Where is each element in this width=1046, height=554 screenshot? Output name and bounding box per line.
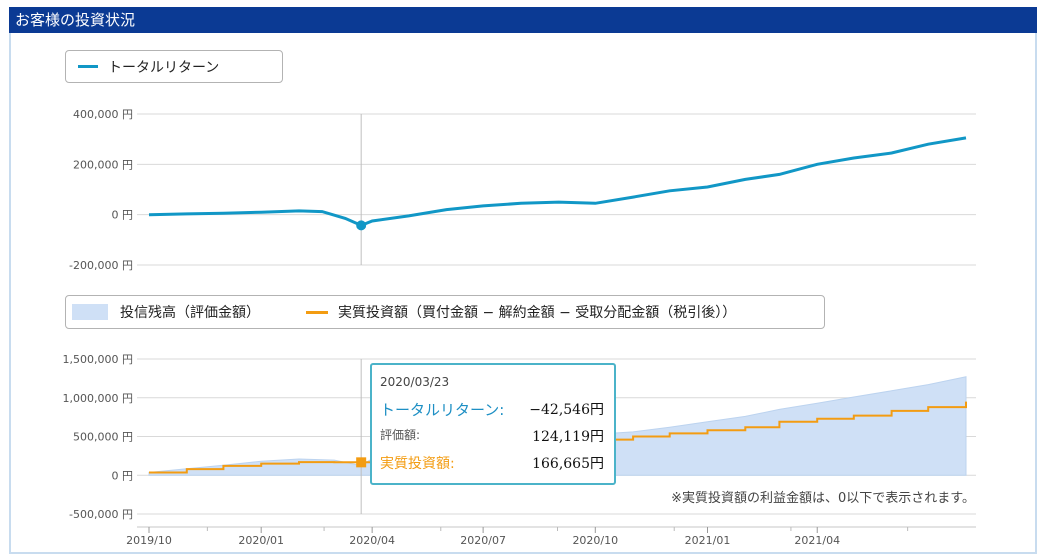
y-tick-label: 1,000,000 円 [63, 392, 133, 405]
tooltip-total-return-row: トータルリターン: −42,546円 [380, 399, 604, 419]
x-tick-label: 2020/07 [460, 534, 506, 547]
balance-legend[interactable]: 投信残高（評価金額） 実質投資額（買付金額 − 解約金額 − 受取分配金額（税引… [65, 295, 825, 329]
total-return-legend-label: トータルリターン [108, 59, 220, 76]
y-tick-label: 500,000 円 [73, 431, 133, 444]
chart-panel: トータルリターン 投信残高（評価金額） 実質投資額（買付金額 − 解約金額 − … [9, 33, 1037, 554]
tooltip-valuation-value: 124,119円 [532, 429, 604, 445]
x-tick-label: 2021/04 [794, 534, 840, 547]
chart-tooltip: 2020/03/23 トータルリターン: −42,546円 評価額: 124,1… [370, 363, 616, 485]
charts-svg: 400,000 円 200,000 円 0 円 -200,000 円 1,500,000… [63, 108, 976, 547]
y-tick-label: -200,000 円 [69, 259, 133, 272]
tooltip-valuation-row: 評価額: 124,119円 [380, 426, 604, 446]
x-tick-label: 2020/04 [349, 534, 395, 547]
x-tick-label: 2020/01 [238, 534, 284, 547]
balance-legend-label: 投信残高（評価金額） [120, 305, 260, 321]
balance-area-swatch [72, 304, 108, 320]
x-tick-label: 2019/10 [126, 534, 172, 547]
tooltip-total-return-value: −42,546円 [529, 402, 604, 418]
total-return-line [148, 136, 967, 228]
x-tick-label: 2020/10 [572, 534, 618, 547]
total-return-legend[interactable]: トータルリターン [65, 50, 283, 83]
invested-marker [356, 457, 367, 468]
y-tick-label: 400,000 円 [73, 108, 133, 121]
tooltip-total-return-label: トータルリターン: [380, 401, 505, 419]
tooltip-invested-value: 166,665円 [532, 456, 604, 472]
y-tick-label: 0 円 [112, 209, 134, 222]
y-tick-label: -500,000 円 [69, 508, 133, 521]
invested-line-swatch [306, 310, 328, 314]
page-header: お客様の投資状況 [9, 7, 1037, 33]
tooltip-valuation-label: 評価額: [380, 428, 421, 442]
x-tick-label: 2021/01 [685, 534, 731, 547]
tooltip-date: 2020/03/23 [380, 375, 450, 389]
total-return-swatch [78, 65, 98, 68]
invested-legend-label: 実質投資額（買付金額 − 解約金額 − 受取分配金額（税引後）） [338, 305, 737, 321]
footnote: ※実質投資額の利益金額は、0以下で表示されます。 [671, 491, 975, 506]
total-return-marker [356, 220, 367, 231]
tooltip-invested-row: 実質投資額: 166,665円 [380, 453, 604, 473]
y-tick-label: 200,000 円 [73, 158, 133, 171]
tooltip-invested-label: 実質投資額: [380, 456, 455, 472]
y-tick-label: 1,500,000 円 [63, 353, 133, 366]
y-tick-label: 0 円 [112, 469, 134, 482]
